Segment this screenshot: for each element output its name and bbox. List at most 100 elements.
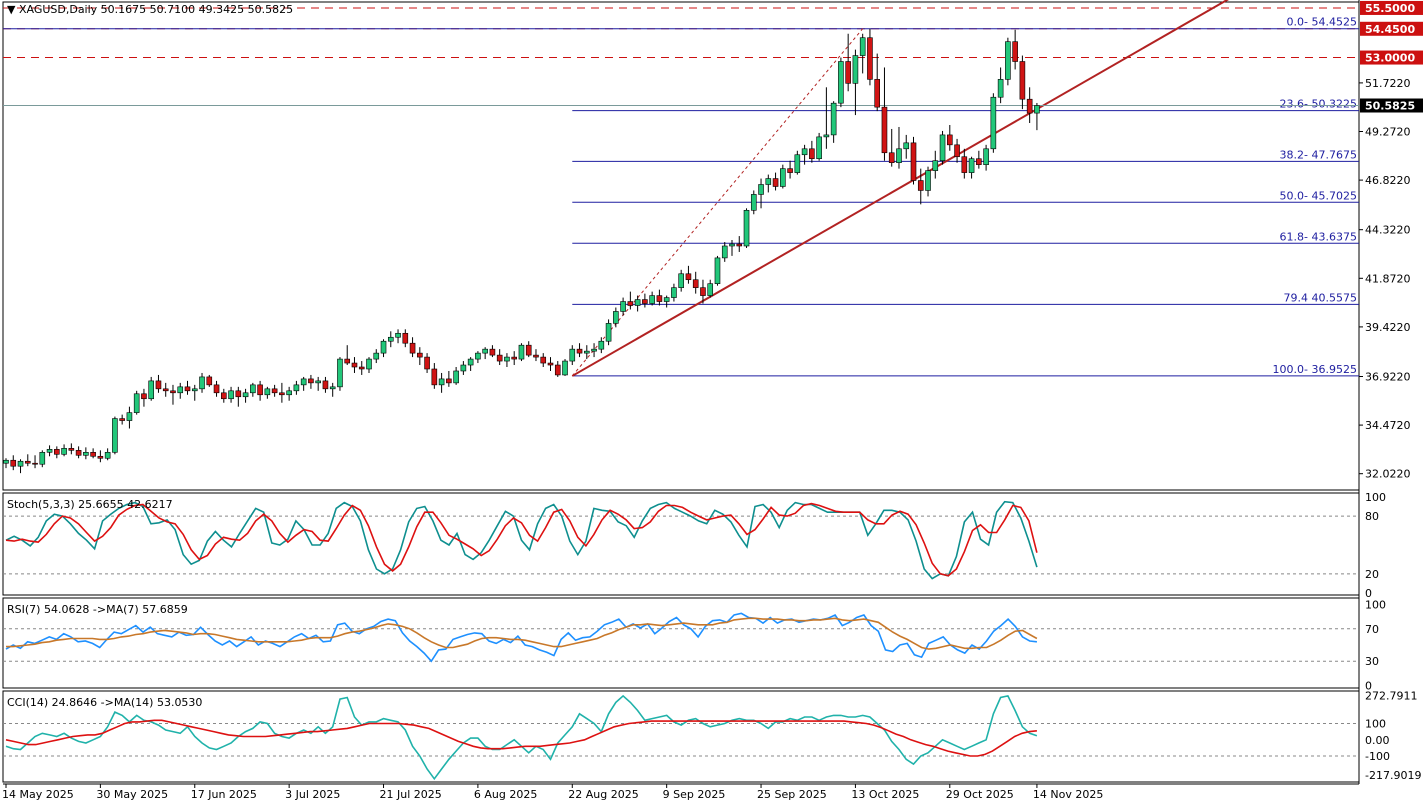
bull-candle xyxy=(17,460,24,467)
fib-level-label: 23.6- 50.3225 xyxy=(1280,98,1357,111)
bull-candle xyxy=(264,388,271,396)
bear-candle xyxy=(184,386,191,392)
bear-candle xyxy=(54,449,60,455)
bear-candle xyxy=(279,392,285,396)
pane-frame-rsi xyxy=(2,597,1360,689)
cci-level-label: 100 xyxy=(1365,718,1386,731)
bear-candle xyxy=(235,390,242,398)
resistance-level-label: 53.0000 xyxy=(1365,52,1415,65)
time-tick-label: 9 Sep 2025 xyxy=(663,788,726,801)
bear-candle xyxy=(424,356,430,370)
time-tick-label: 14 Nov 2025 xyxy=(1033,788,1103,801)
bull-candle xyxy=(620,301,626,312)
bear-candle xyxy=(867,37,873,80)
bull-candle xyxy=(61,448,67,455)
fib-level-label: 100.0- 36.9525 xyxy=(1273,363,1357,376)
fib-level-label: 0.0- 54.4525 xyxy=(1287,16,1357,29)
price-tick-label: 46.8220 xyxy=(1365,174,1411,187)
bull-candle xyxy=(395,332,401,338)
bear-candle xyxy=(917,180,924,191)
bull-candle xyxy=(830,102,837,136)
bull-candle xyxy=(678,273,684,288)
stoch-level-label: 0 xyxy=(1365,587,1372,600)
stoch-series-signal-line xyxy=(5,502,1038,577)
bull-candle xyxy=(191,388,198,392)
bull-candle xyxy=(925,170,931,191)
bear-candle xyxy=(772,178,779,187)
bull-candle xyxy=(46,449,53,453)
bear-candle xyxy=(90,452,96,457)
bull-candle xyxy=(583,350,590,354)
chart-header-text: ▼ XAGUSD,Daily 50.1675 50.7100 49.3425 5… xyxy=(7,3,293,16)
bear-candle xyxy=(446,378,452,384)
time-tick-label: 3 Jul 2025 xyxy=(285,788,340,801)
bull-candle xyxy=(83,452,89,456)
fib-level-label: 38.2- 47.7675 xyxy=(1280,148,1357,161)
stoch-series-main-line xyxy=(5,500,1038,580)
pane-frame-cci xyxy=(2,690,1360,783)
bull-candle xyxy=(126,412,133,421)
time-tick-label: 29 Oct 2025 xyxy=(946,788,1014,801)
bear-candle xyxy=(431,368,438,386)
time-tick-label: 21 Jul 2025 xyxy=(380,788,442,801)
bull-candle xyxy=(983,148,989,165)
bear-candle xyxy=(961,156,968,173)
bull-candle xyxy=(765,178,772,185)
bear-candle xyxy=(119,418,125,421)
bull-candle xyxy=(816,136,822,160)
bear-candle xyxy=(409,342,416,354)
bear-candle xyxy=(946,134,953,146)
bull-candle xyxy=(569,348,576,362)
bull-candle xyxy=(467,358,474,366)
bull-candle xyxy=(613,311,619,324)
cci-level-label: -217.9019 xyxy=(1365,769,1421,782)
bull-candle xyxy=(104,452,111,459)
price-tick-label: 36.9220 xyxy=(1365,370,1411,383)
bull-candle xyxy=(707,283,714,296)
bull-candle xyxy=(714,257,721,284)
time-tick-label: 22 Aug 2025 xyxy=(568,788,638,801)
bear-candle xyxy=(685,273,692,281)
cci-series-signal-line xyxy=(5,719,1037,757)
bear-candle xyxy=(358,366,365,370)
bull-candle xyxy=(3,459,9,464)
price-tick-label: 49.2720 xyxy=(1365,125,1411,138)
bear-candle xyxy=(881,106,888,154)
bear-candle xyxy=(170,390,176,394)
price-tick-label: 34.4720 xyxy=(1365,419,1411,432)
bear-candle xyxy=(845,61,851,84)
rsi-level-label: 100 xyxy=(1365,598,1386,611)
resistance-level-label: 55.5000 xyxy=(1365,2,1415,15)
current-price-tag xyxy=(1360,98,1423,113)
bull-candle xyxy=(605,323,612,342)
bull-candle xyxy=(968,158,975,173)
bull-candle xyxy=(199,376,205,390)
resistance-level-tag xyxy=(1360,21,1423,36)
price-tick-label: 41.8720 xyxy=(1365,272,1411,285)
bear-candle xyxy=(576,348,583,354)
bull-candle xyxy=(453,370,459,384)
bear-candle xyxy=(525,344,532,356)
bear-candle xyxy=(162,388,169,392)
bull-candle xyxy=(228,390,234,400)
bull-candle xyxy=(903,142,910,150)
bull-candle xyxy=(939,134,946,161)
bear-candle xyxy=(809,148,815,160)
bear-candle xyxy=(271,388,278,394)
rsi-title: RSI(7) 54.0628 ->MA(7) 57.6859 xyxy=(7,603,188,616)
bear-candle xyxy=(496,354,503,362)
bull-candle xyxy=(990,96,997,150)
bear-candle xyxy=(1026,98,1033,114)
bull-candle xyxy=(387,336,394,342)
bear-candle xyxy=(32,462,38,465)
bull-candle xyxy=(380,340,387,354)
cci-level-label: -100 xyxy=(1365,750,1390,763)
fib-level-label: 50.0- 45.7025 xyxy=(1280,189,1357,202)
stoch-level-label: 80 xyxy=(1365,510,1379,523)
time-tick-label: 14 May 2025 xyxy=(2,788,74,801)
bull-candle xyxy=(997,79,1004,98)
time-tick-label: 25 Sep 2025 xyxy=(757,788,827,801)
resistance-level-label: 54.4500 xyxy=(1365,23,1415,36)
bull-candle xyxy=(852,55,859,84)
